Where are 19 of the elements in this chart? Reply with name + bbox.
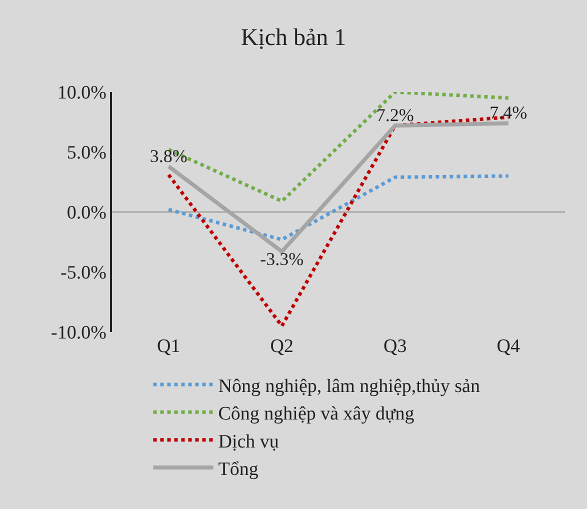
x-tick-label: Q4: [496, 336, 520, 357]
chart-title: Kịch bản 1: [240, 24, 346, 51]
y-tick-label: -10.0%: [51, 322, 107, 344]
line-series: [166, 174, 510, 242]
data-label: -3.3%: [260, 249, 304, 270]
y-tick-label: -5.0%: [60, 262, 107, 284]
y-tick-label: 10.0%: [57, 82, 107, 104]
legend-label: Nông nghiệp, lâm nghiệp,thủy sản: [218, 376, 480, 397]
x-tick-label: Q2: [270, 336, 294, 357]
data-label: 3.8%: [150, 146, 188, 166]
y-tick-label: 0.0%: [66, 202, 107, 224]
legend-label: Tổng: [218, 458, 259, 480]
legend-label: Công nghiệp và xây dựng: [218, 404, 415, 425]
y-tick-label: 5.0%: [66, 142, 107, 164]
x-tick-label: Q1: [157, 336, 180, 357]
data-label: 7.2%: [376, 105, 414, 126]
x-tick-label: Q3: [384, 336, 407, 357]
legend-label: Dịch vụ: [218, 431, 280, 452]
data-label: 7.4%: [490, 102, 528, 123]
